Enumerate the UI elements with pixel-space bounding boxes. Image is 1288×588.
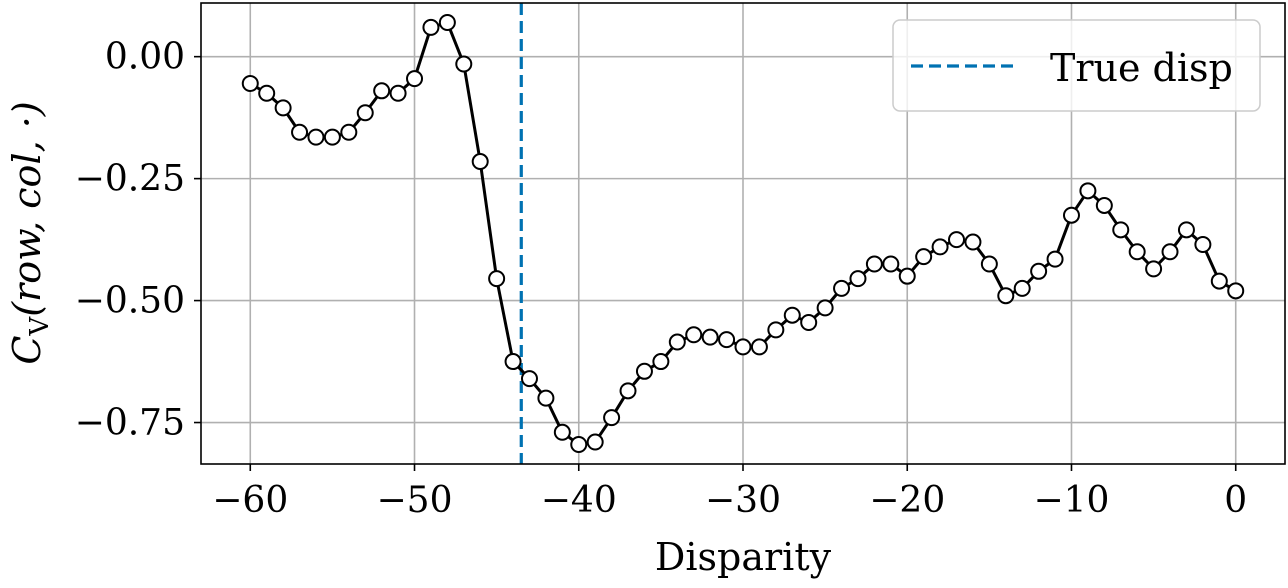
data-point bbox=[652, 353, 670, 371]
data-point bbox=[1145, 260, 1163, 278]
x-tick-label: 0 bbox=[1224, 480, 1247, 521]
data-point bbox=[1079, 182, 1097, 200]
y-tick-label: −0.75 bbox=[75, 403, 185, 444]
data-point bbox=[504, 353, 522, 371]
data-point bbox=[340, 123, 358, 141]
x-axis-title: Disparity bbox=[655, 535, 832, 579]
data-point bbox=[619, 382, 637, 400]
data-point bbox=[570, 435, 588, 453]
data-point bbox=[1177, 221, 1195, 239]
data-point bbox=[783, 306, 801, 324]
data-point bbox=[373, 82, 391, 100]
data-point bbox=[1227, 282, 1245, 300]
data-point bbox=[586, 433, 604, 451]
data-point bbox=[307, 128, 325, 146]
data-point bbox=[800, 314, 818, 332]
data-point bbox=[258, 84, 276, 102]
data-point bbox=[1062, 206, 1080, 224]
data-point bbox=[816, 299, 834, 317]
data-point bbox=[1128, 243, 1146, 261]
data-point bbox=[1112, 221, 1130, 239]
data-point bbox=[537, 389, 555, 407]
data-point bbox=[750, 338, 768, 356]
data-point bbox=[718, 331, 736, 349]
x-tick-label: −60 bbox=[212, 480, 288, 521]
data-point bbox=[438, 14, 456, 32]
data-point bbox=[767, 321, 785, 339]
series-layer bbox=[241, 14, 1245, 453]
data-point bbox=[997, 287, 1015, 305]
data-point bbox=[833, 279, 851, 297]
data-point bbox=[964, 233, 982, 251]
legend-box bbox=[892, 19, 1261, 112]
legend-label-true-disp: True disp bbox=[1050, 46, 1233, 90]
data-point bbox=[931, 238, 949, 256]
data-point bbox=[455, 55, 473, 73]
x-tick-label: −30 bbox=[705, 480, 781, 521]
y-tick-label: −0.25 bbox=[75, 159, 185, 200]
data-point bbox=[1030, 262, 1048, 280]
data-point bbox=[898, 267, 916, 285]
data-point bbox=[1210, 272, 1228, 290]
data-point bbox=[241, 74, 259, 92]
data-point bbox=[882, 255, 900, 273]
data-point bbox=[701, 328, 719, 346]
data-point bbox=[1046, 250, 1064, 268]
x-tick-label: −10 bbox=[1033, 480, 1109, 521]
grid bbox=[201, 3, 1285, 464]
data-point bbox=[980, 255, 998, 273]
data-point bbox=[734, 338, 752, 356]
x-tick-label: −40 bbox=[541, 480, 617, 521]
data-point bbox=[1194, 235, 1212, 253]
data-point bbox=[603, 409, 621, 427]
data-point bbox=[406, 70, 424, 88]
data-point bbox=[553, 423, 571, 441]
data-point bbox=[948, 231, 966, 249]
data-point bbox=[849, 270, 867, 288]
data-point bbox=[1095, 196, 1113, 214]
y-tick-label: −0.50 bbox=[75, 281, 185, 322]
data-point bbox=[1013, 279, 1031, 297]
y-axis-title: CV(row, col, ·) bbox=[5, 101, 55, 364]
data-point bbox=[668, 333, 686, 351]
ticks: −60 −50 −40 −30 −20 −10 0 0.00 −0.25 −0.50 −0.75 bbox=[75, 37, 1248, 521]
data-point bbox=[274, 99, 292, 117]
data-point bbox=[685, 326, 703, 344]
data-point bbox=[865, 255, 883, 273]
data-point bbox=[422, 18, 440, 36]
x-tick-label: −20 bbox=[869, 480, 945, 521]
x-tick-label: −50 bbox=[377, 480, 453, 521]
data-point bbox=[291, 123, 309, 141]
y-tick-label: 0.00 bbox=[105, 37, 185, 78]
data-point bbox=[1161, 243, 1179, 261]
data-point bbox=[389, 84, 407, 102]
data-point bbox=[635, 362, 653, 380]
data-point bbox=[323, 128, 341, 146]
data-point bbox=[915, 248, 933, 266]
data-point bbox=[520, 370, 538, 388]
data-point bbox=[488, 270, 506, 288]
legend: True disp bbox=[892, 19, 1261, 112]
data-point bbox=[356, 104, 374, 122]
data-point bbox=[471, 153, 489, 171]
